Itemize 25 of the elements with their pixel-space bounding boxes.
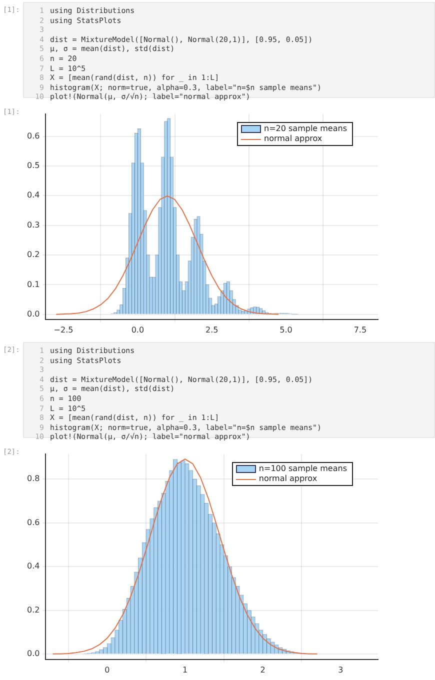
y-tick-label: 0.8 <box>26 474 40 484</box>
y-tick-label: 0.3 <box>26 220 40 230</box>
x-tick-label: 3 <box>338 665 344 674</box>
x-tick-label: 2.5 <box>205 325 218 334</box>
y-tick-label: 0.0 <box>26 649 40 658</box>
y-tick-label: 0.6 <box>26 518 40 527</box>
y-tick-label: 0.0 <box>26 309 40 318</box>
legend-label: n=100 sample means <box>258 464 347 474</box>
legend-label: normal approx <box>264 134 322 144</box>
x-tick-label: −2.5 <box>54 325 74 334</box>
legend-label: n=20 sample means <box>264 124 347 134</box>
x-tick-label: 7.5 <box>354 325 367 334</box>
x-tick-label: 5.0 <box>280 325 292 334</box>
x-tick-label: 0.0 <box>131 325 144 334</box>
x-tick-label: 0 <box>104 665 110 674</box>
y-tick-label: 0.4 <box>26 190 40 200</box>
legend-label: normal approx <box>258 474 318 484</box>
y-tick-label: 0.5 <box>26 161 40 170</box>
y-tick-label: 0.2 <box>26 605 40 614</box>
x-tick-label: 2 <box>260 665 266 674</box>
y-tick-label: 0.4 <box>26 562 40 571</box>
y-tick-label: 0.6 <box>26 131 40 140</box>
y-tick-label: 0.2 <box>26 250 40 260</box>
y-tick-label: 0.1 <box>26 280 40 289</box>
x-tick-label: 1 <box>182 665 188 674</box>
